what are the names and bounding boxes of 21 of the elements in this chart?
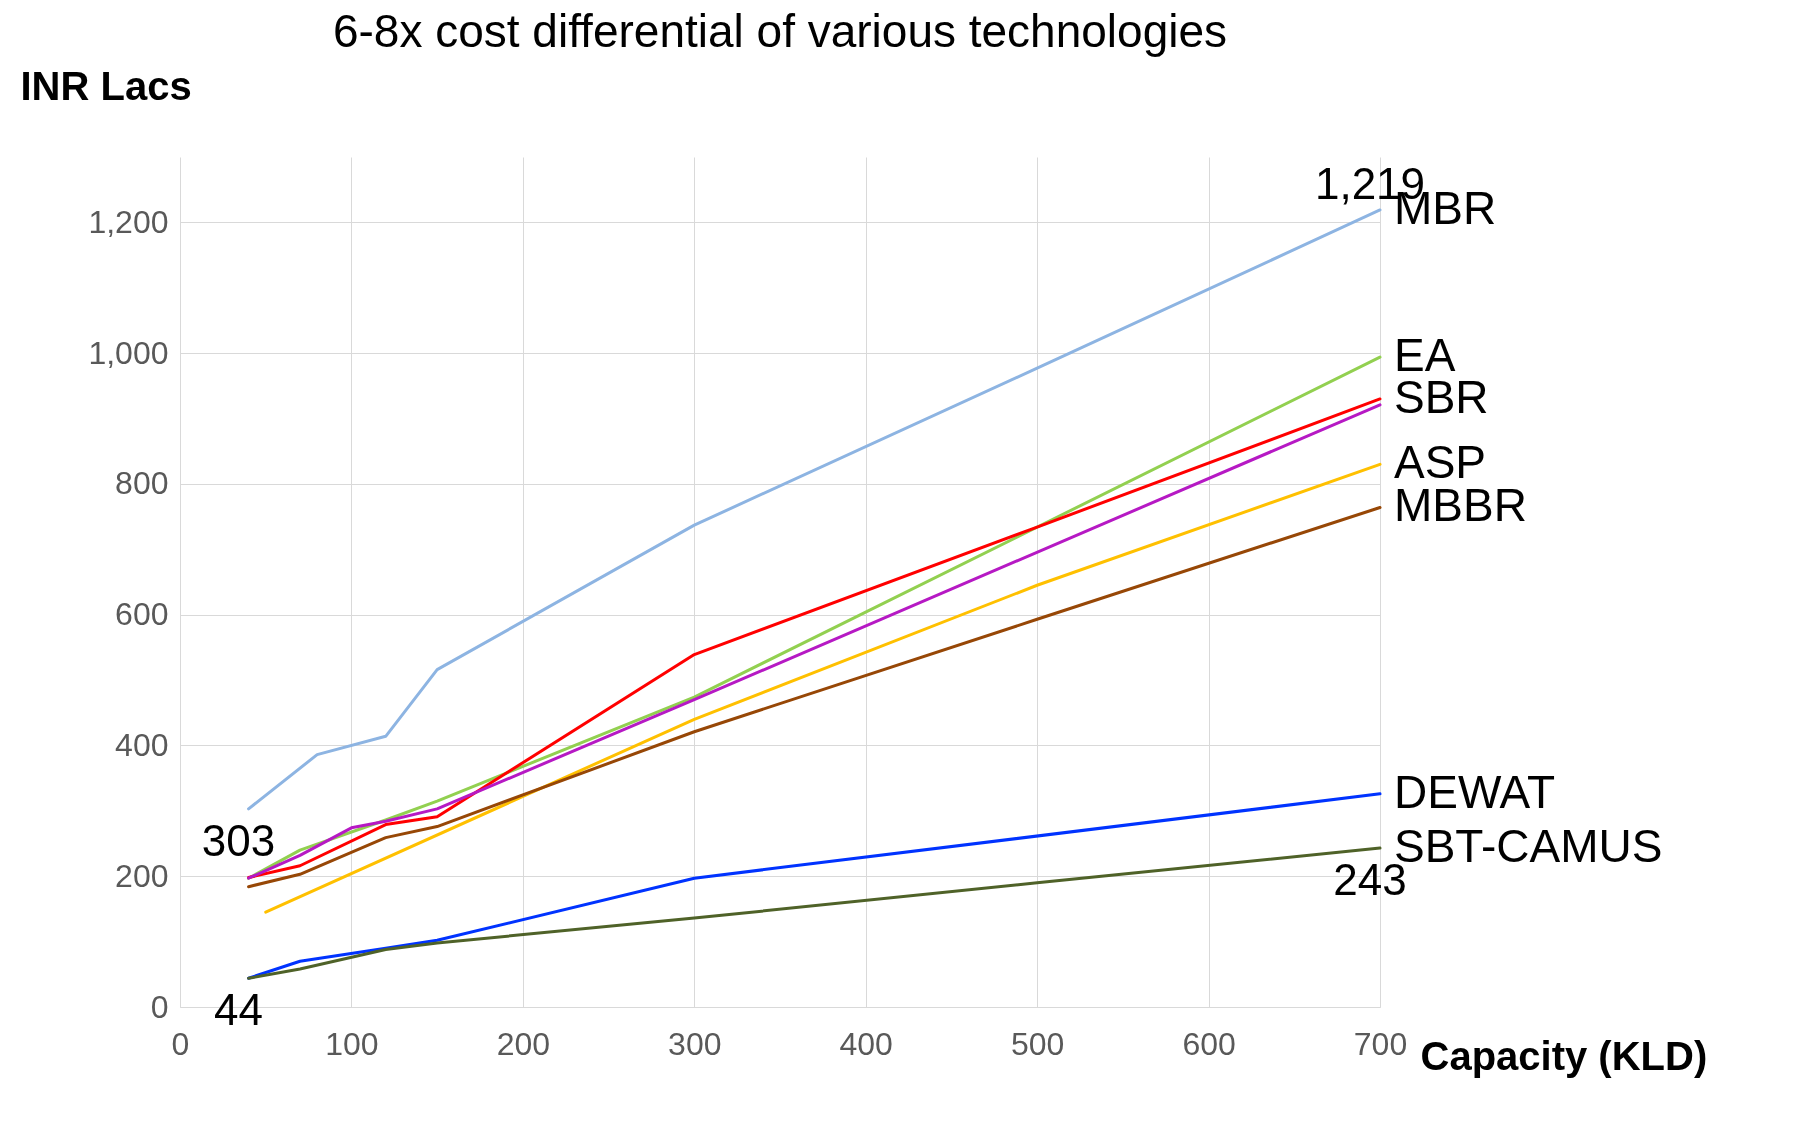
x-tick-label: 300 <box>668 1025 722 1062</box>
y-tick-label: 400 <box>115 726 169 763</box>
x-tick-label: 400 <box>839 1025 893 1062</box>
x-tick-label: 100 <box>325 1025 379 1062</box>
line-series <box>247 208 1382 811</box>
y-tick-label: 800 <box>115 465 169 502</box>
y-tick-label: 1,000 <box>88 334 169 371</box>
y-tick-label: 0 <box>150 988 169 1025</box>
y-tick-label: 200 <box>115 857 169 894</box>
y-tick-label: 1,200 <box>88 203 169 240</box>
y-tick-label: 600 <box>115 596 169 633</box>
x-tick-label: 600 <box>1182 1025 1236 1062</box>
chart-title: 6-8x cost differential of various technologies <box>332 5 1228 57</box>
y-axis-title: INR Lacs <box>20 63 192 108</box>
x-tick-label: 500 <box>1010 1025 1065 1062</box>
series-label: DEWAT <box>1394 765 1555 818</box>
data-label: 44 <box>214 985 264 1035</box>
x-tick-label: 200 <box>496 1025 551 1062</box>
x-axis-title: Capacity (KLD) <box>1420 1033 1708 1078</box>
x-tick-label: 700 <box>1353 1025 1408 1062</box>
data-label: 303 <box>201 815 276 865</box>
